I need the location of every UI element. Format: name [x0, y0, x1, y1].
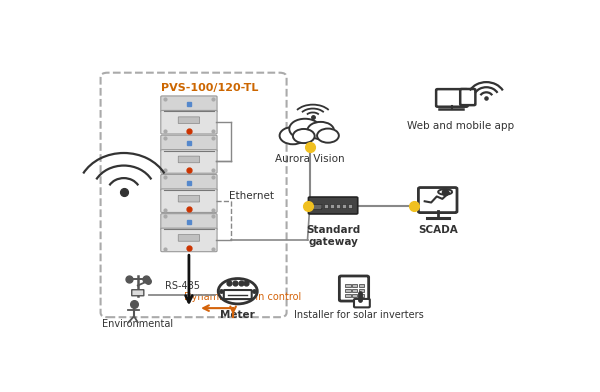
Circle shape — [280, 127, 306, 144]
Text: Standard
gateway: Standard gateway — [306, 225, 360, 247]
Bar — [359, 289, 364, 292]
FancyBboxPatch shape — [161, 96, 217, 112]
Text: Ethernet: Ethernet — [229, 191, 274, 201]
FancyBboxPatch shape — [460, 89, 475, 105]
Circle shape — [218, 279, 257, 304]
FancyBboxPatch shape — [224, 290, 252, 299]
FancyBboxPatch shape — [101, 73, 287, 317]
Bar — [342, 204, 346, 208]
FancyBboxPatch shape — [178, 195, 200, 202]
Text: SCADA: SCADA — [418, 225, 458, 235]
FancyBboxPatch shape — [161, 228, 217, 252]
FancyBboxPatch shape — [436, 89, 467, 107]
FancyBboxPatch shape — [178, 156, 200, 163]
Text: PVS-100/120-TL: PVS-100/120-TL — [161, 83, 259, 93]
Bar — [336, 204, 340, 208]
FancyBboxPatch shape — [161, 189, 217, 212]
FancyBboxPatch shape — [308, 197, 358, 214]
Bar — [359, 294, 364, 297]
Bar — [324, 204, 328, 208]
FancyBboxPatch shape — [161, 174, 217, 191]
FancyBboxPatch shape — [340, 276, 368, 301]
FancyBboxPatch shape — [354, 299, 370, 307]
Circle shape — [289, 119, 321, 139]
Text: Dynamic feed-in control: Dynamic feed-in control — [184, 292, 301, 302]
Text: Installer for solar inverters: Installer for solar inverters — [294, 310, 424, 319]
Bar — [345, 289, 350, 292]
Bar — [345, 294, 350, 297]
FancyBboxPatch shape — [161, 150, 217, 173]
Bar — [352, 289, 358, 292]
Bar — [330, 204, 334, 208]
FancyBboxPatch shape — [178, 234, 200, 241]
FancyBboxPatch shape — [161, 135, 217, 151]
Circle shape — [307, 122, 334, 139]
Bar — [318, 204, 322, 208]
FancyBboxPatch shape — [418, 187, 457, 212]
FancyBboxPatch shape — [178, 117, 200, 123]
Text: RS-485: RS-485 — [165, 281, 200, 291]
Text: Environmental: Environmental — [102, 319, 173, 329]
Circle shape — [293, 129, 314, 143]
Text: Meter: Meter — [220, 310, 255, 319]
Circle shape — [317, 129, 339, 143]
FancyBboxPatch shape — [132, 290, 144, 296]
Bar — [348, 204, 352, 208]
Text: Web and mobile app: Web and mobile app — [407, 121, 515, 131]
Bar — [352, 294, 358, 297]
Bar — [359, 284, 364, 287]
Bar — [352, 284, 358, 287]
Bar — [345, 284, 350, 287]
Bar — [312, 204, 320, 209]
Text: Aurora Vision: Aurora Vision — [275, 154, 344, 164]
FancyBboxPatch shape — [161, 111, 217, 134]
FancyBboxPatch shape — [161, 214, 217, 230]
